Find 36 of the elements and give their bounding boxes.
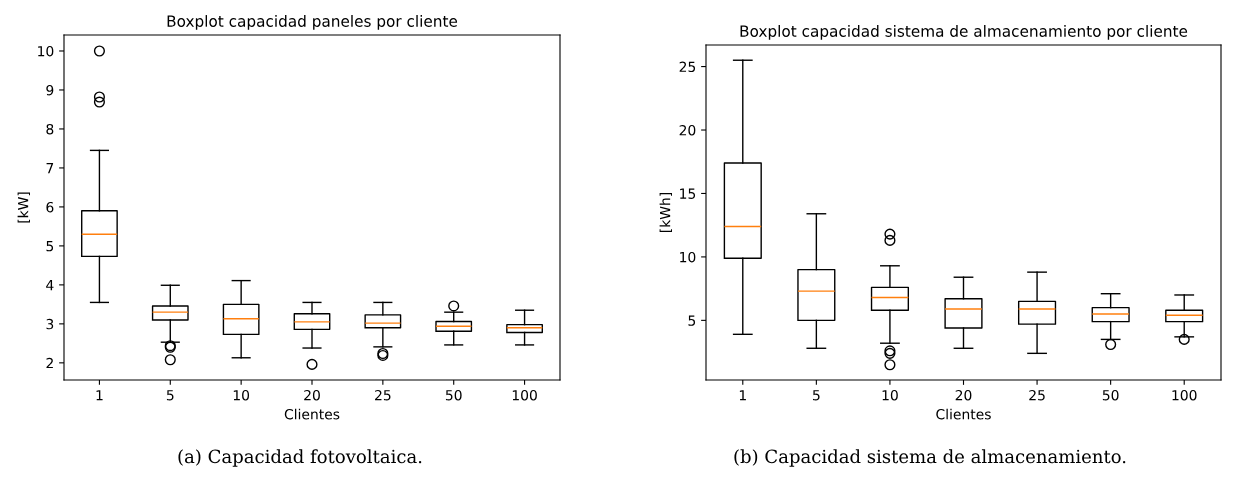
x-axis-title: Clientes (936, 408, 991, 420)
chart-title: Boxplot capacidad paneles por cliente (167, 15, 458, 30)
text: (a) Capacidad fotovoltaica. (178, 449, 422, 467)
y-tick-label: 4 (46, 280, 54, 291)
y-tick-label: 7 (46, 163, 54, 174)
y-tick-label: 5 (688, 315, 696, 326)
x-tick-label: 20 (955, 389, 972, 401)
x-tick-label: 25 (1029, 389, 1045, 401)
y-tick-label: 6 (46, 201, 54, 213)
x-tick-label: 50 (1102, 389, 1119, 401)
y-tick-label: 8 (46, 123, 54, 135)
y-tick-label: 3 (46, 318, 54, 330)
x-tick-label: 50 (445, 389, 462, 401)
y-tick-label: 25 (679, 61, 696, 73)
x-tick-label: 20 (304, 389, 320, 401)
x-tick-label: 5 (166, 390, 174, 401)
y-tick-label: 10 (680, 251, 696, 263)
y-axis-title: [kWh] (659, 192, 672, 233)
x-tick-label: 100 (512, 389, 537, 401)
x-tick-label: 1 (96, 390, 103, 401)
y-tick-label: 9 (46, 84, 54, 96)
x-tick-label: 10 (882, 389, 898, 401)
x-tick-label: 100 (1172, 389, 1197, 401)
y-tick-label: 5 (46, 241, 54, 252)
text: (b) Capacidad sistema de almacenamiento. (734, 449, 1126, 467)
x-tick-label: 25 (375, 389, 391, 401)
y-tick-label: 20 (679, 124, 696, 136)
y-tick-label: 2 (46, 357, 53, 369)
chart-title: Boxplot capacidad sistema de almacenamiento por cliente (740, 25, 1188, 40)
x-axis-title: Clientes (284, 408, 340, 420)
x-tick-label: 1 (739, 390, 746, 401)
y-tick-label: 10 (38, 45, 54, 57)
x-tick-label: 10 (233, 389, 250, 401)
y-tick-label: 15 (680, 188, 696, 199)
x-tick-label: 5 (813, 390, 820, 401)
y-axis-title: [kW] (17, 192, 30, 223)
